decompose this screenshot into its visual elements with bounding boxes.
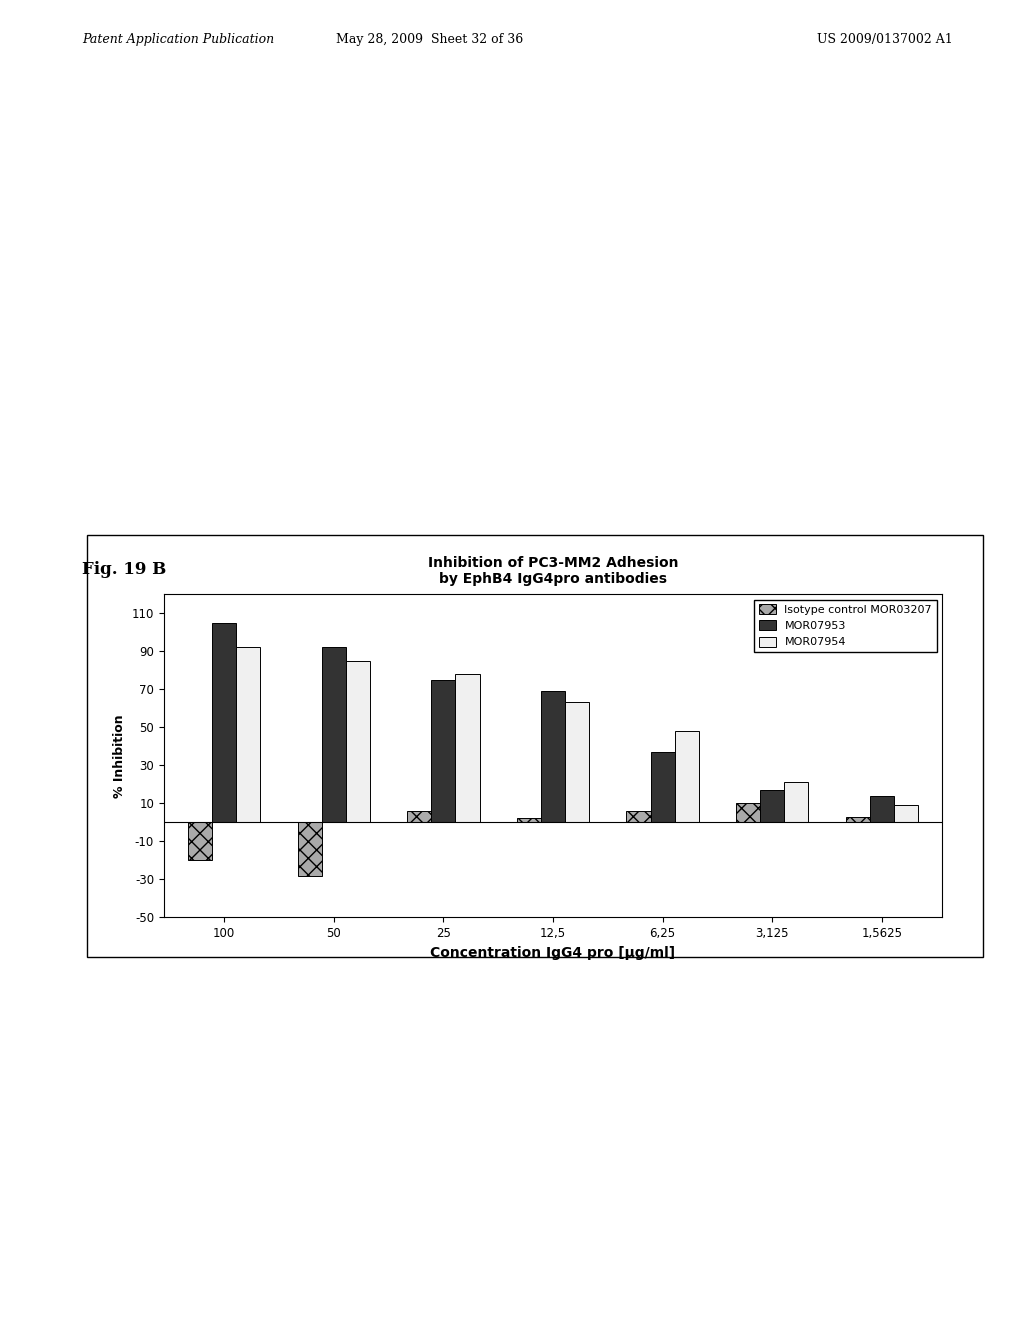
Bar (760, 789, 784, 822)
Bar (627, 810, 650, 822)
Bar (517, 818, 541, 822)
Bar (675, 731, 698, 822)
Bar (846, 817, 869, 822)
Text: May 28, 2009  Sheet 32 of 36: May 28, 2009 Sheet 32 of 36 (337, 33, 523, 46)
Bar (346, 660, 370, 822)
Bar (650, 752, 675, 822)
Bar (431, 680, 456, 822)
Bar (322, 647, 346, 822)
Title: Inhibition of PC3-MM2 Adhesion
by EphB4 IgG4pro antibodies: Inhibition of PC3-MM2 Adhesion by EphB4 … (428, 556, 678, 586)
Bar (456, 675, 479, 822)
Bar (784, 783, 808, 822)
Text: Patent Application Publication: Patent Application Publication (82, 33, 274, 46)
Bar (237, 647, 260, 822)
Text: US 2009/0137002 A1: US 2009/0137002 A1 (816, 33, 952, 46)
Bar (408, 810, 431, 822)
Bar (541, 690, 565, 822)
Bar (565, 702, 589, 822)
Bar (298, 822, 322, 875)
X-axis label: Concentration IgG4 pro [µg/ml]: Concentration IgG4 pro [µg/ml] (430, 945, 676, 960)
Bar (869, 796, 894, 822)
Bar (736, 804, 760, 822)
Text: Fig. 19 B: Fig. 19 B (82, 561, 166, 578)
Bar (188, 822, 212, 861)
Legend: Isotype control MOR03207, MOR07953, MOR07954: Isotype control MOR03207, MOR07953, MOR0… (755, 599, 937, 652)
Bar (894, 805, 918, 822)
Y-axis label: % Inhibition: % Inhibition (114, 714, 126, 797)
Bar (212, 623, 237, 822)
